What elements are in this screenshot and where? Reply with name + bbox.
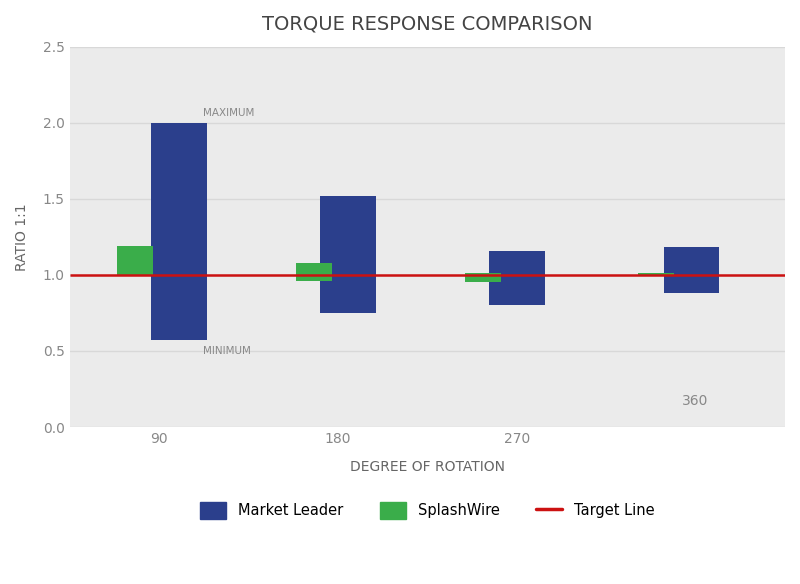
- Text: 360: 360: [682, 394, 709, 408]
- Text: MINIMUM: MINIMUM: [203, 346, 250, 356]
- Y-axis label: RATIO 1:1: RATIO 1:1: [15, 203, 29, 270]
- Bar: [465, 273, 501, 283]
- Bar: [296, 263, 332, 281]
- Bar: [489, 251, 545, 305]
- Text: MAXIMUM: MAXIMUM: [203, 108, 254, 118]
- Bar: [320, 196, 376, 313]
- Bar: [118, 246, 153, 275]
- X-axis label: DEGREE OF ROTATION: DEGREE OF ROTATION: [350, 460, 505, 474]
- Bar: [151, 123, 207, 340]
- Bar: [638, 273, 674, 276]
- Title: TORQUE RESPONSE COMPARISON: TORQUE RESPONSE COMPARISON: [262, 15, 593, 34]
- Legend: Market Leader, SplashWire, Target Line: Market Leader, SplashWire, Target Line: [193, 495, 662, 526]
- Bar: [664, 248, 719, 293]
